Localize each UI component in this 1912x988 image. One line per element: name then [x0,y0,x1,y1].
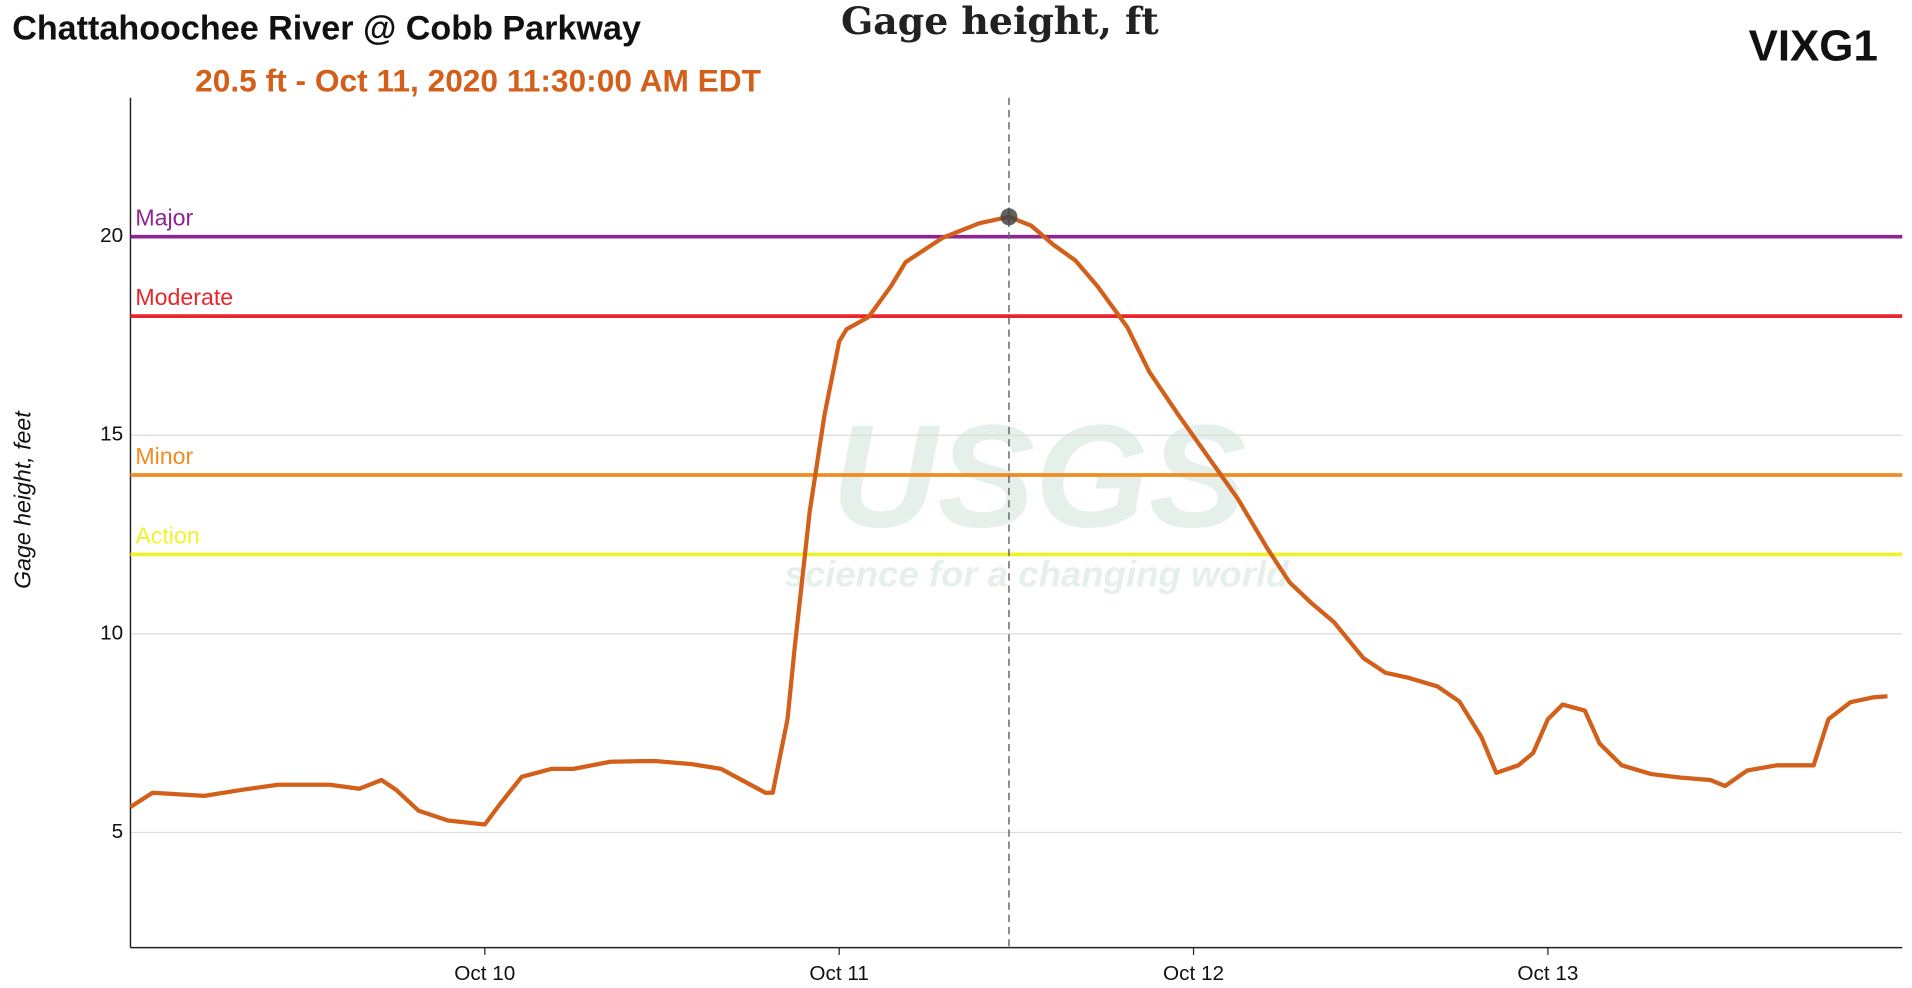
threshold-label: Minor [135,443,193,469]
y-tick-label: 15 [100,423,123,446]
x-tick-label: Oct 12 [1163,962,1224,985]
watermark-tagline: science for a changing world [784,554,1289,595]
y-tick-label: 20 [100,224,123,247]
x-tick-label: Oct 13 [1517,962,1578,985]
y-axis-label: Gage height, feet [10,410,36,589]
y-tick-label: 10 [100,621,123,644]
y-tick-label: 5 [112,820,124,843]
highlight-point [1000,208,1018,226]
threshold-label: Major [135,205,193,231]
watermark-logo: USGS [832,396,1247,559]
highlight-label: 20.5 ft - Oct 11, 2020 11:30:00 AM EDT [195,62,762,98]
threshold-label: Action [135,522,199,548]
x-tick-label: Oct 10 [454,962,515,985]
data-line [129,214,1888,827]
chart-subtitle: Gage height, ft [841,0,1159,43]
x-tick-label: Oct 11 [809,962,869,985]
chart-title: Chattahoochee River @ Cobb Parkway [12,10,641,48]
site-code: VIXG1 [1749,22,1878,71]
threshold-label: Moderate [135,284,233,310]
